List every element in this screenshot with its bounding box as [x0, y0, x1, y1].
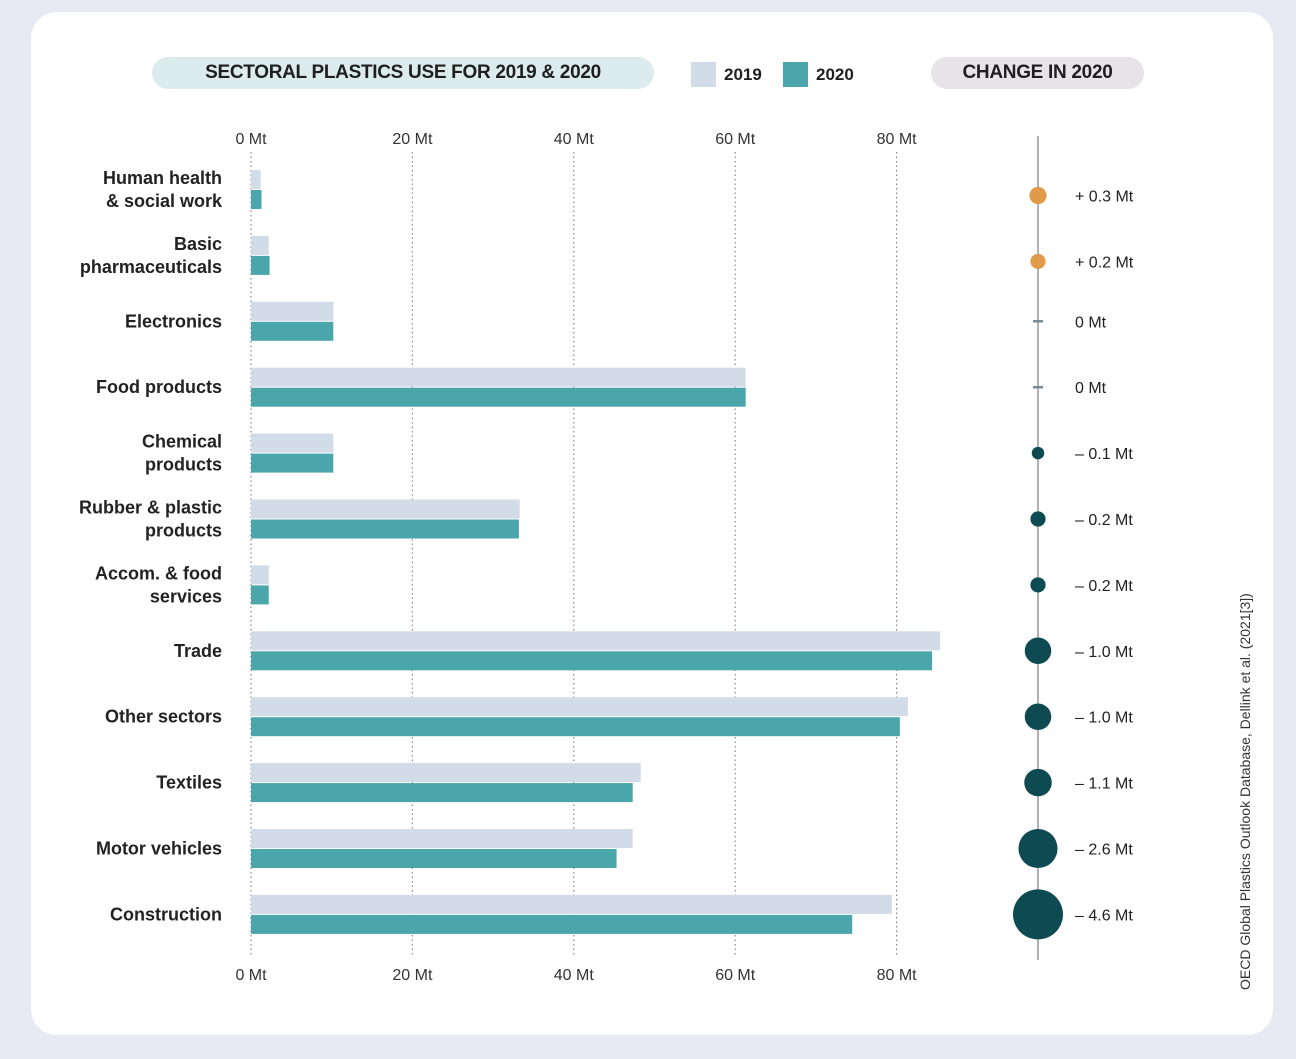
x-tick-label: 40 Mt	[554, 967, 595, 984]
change-label: – 2.6 Mt	[1075, 842, 1133, 859]
change-label: – 4.6 Mt	[1075, 907, 1133, 924]
bar-2019	[251, 631, 941, 651]
category-label: Trade	[174, 641, 222, 661]
bar-2020	[251, 453, 334, 473]
x-tick-label: 0 Mt	[235, 967, 267, 984]
bar-2019	[251, 235, 269, 255]
bar-2019	[251, 170, 261, 189]
change-title: CHANGE IN 2020	[931, 57, 1144, 89]
change-label: – 1.1 Mt	[1075, 776, 1133, 793]
legend-label-2020: 2020	[816, 64, 854, 84]
category-label: Accom. & food	[95, 563, 222, 583]
x-tick-label: 60 Mt	[715, 131, 756, 148]
bar-2020	[251, 585, 269, 605]
category-label: Human health	[103, 168, 222, 188]
change-marker-decrease	[1013, 889, 1063, 940]
bar-2019	[251, 301, 334, 321]
category-label: services	[150, 586, 222, 606]
bar-2019	[251, 565, 269, 585]
change-label: – 1.0 Mt	[1075, 644, 1133, 661]
change-label: 0 Mt	[1075, 380, 1107, 397]
bar-2020	[251, 321, 334, 341]
bar-2019	[251, 763, 641, 783]
legend-swatch-2020	[783, 62, 808, 87]
change-label: – 0.2 Mt	[1075, 578, 1133, 595]
change-label: – 1.0 Mt	[1075, 710, 1133, 727]
category-label: Rubber & plastic	[79, 498, 222, 518]
category-label: Electronics	[125, 311, 222, 331]
x-tick-label: 80 Mt	[877, 967, 918, 984]
category-label: Basic	[174, 234, 222, 254]
x-tick-label: 80 Mt	[877, 131, 918, 148]
legend-swatch-2019	[691, 62, 716, 87]
x-tick-label: 20 Mt	[392, 131, 433, 148]
bar-2019	[251, 829, 633, 848]
bar-2019	[251, 433, 334, 453]
change-label: – 0.2 Mt	[1075, 512, 1133, 529]
category-label: Food products	[96, 377, 222, 397]
change-marker-decrease	[1031, 446, 1045, 460]
change-marker-increase	[1029, 186, 1047, 205]
chart-title: SECTORAL PLASTICS USE FOR 2019 & 2020	[152, 57, 654, 89]
legend-item-2019: 2019	[691, 62, 762, 87]
bar-2019	[251, 499, 520, 519]
category-label: Motor vehicles	[96, 839, 222, 859]
category-label: Textiles	[156, 773, 222, 793]
category-label: products	[145, 455, 222, 475]
x-tick-label: 20 Mt	[392, 967, 433, 984]
change-label: 0 Mt	[1075, 314, 1107, 331]
bar-2020	[251, 519, 519, 539]
change-marker-increase	[1030, 253, 1046, 269]
bar-2020	[251, 651, 933, 671]
bar-2020	[251, 717, 900, 737]
source-note: OECD Global Plastics Outlook Database, D…	[1237, 593, 1253, 990]
change-label: + 0.2 Mt	[1075, 254, 1134, 271]
change-marker-decrease	[1030, 511, 1046, 527]
bar-2020	[251, 783, 633, 803]
change-label: – 0.1 Mt	[1075, 446, 1133, 463]
change-marker-decrease	[1024, 637, 1052, 665]
bar-2020	[251, 387, 746, 407]
x-tick-label: 0 Mt	[235, 131, 267, 148]
category-label: Other sectors	[105, 707, 222, 727]
change-marker-decrease	[1024, 768, 1052, 797]
chart-card	[31, 12, 1273, 1035]
bar-2020	[251, 190, 262, 209]
legend-label-2019: 2019	[724, 64, 762, 84]
x-tick-label: 40 Mt	[554, 131, 595, 148]
category-label: Construction	[110, 904, 222, 924]
category-label: & social work	[106, 191, 223, 211]
bar-2020	[251, 849, 617, 868]
category-label: pharmaceuticals	[80, 257, 222, 277]
change-label: + 0.3 Mt	[1075, 189, 1134, 206]
bar-2019	[251, 697, 908, 717]
x-tick-label: 60 Mt	[715, 967, 756, 984]
change-marker-decrease	[1018, 828, 1058, 869]
change-marker-decrease	[1030, 577, 1046, 593]
bar-2020	[251, 255, 270, 275]
bar-2019	[251, 367, 746, 387]
bar-2019	[251, 894, 892, 914]
legend-item-2020: 2020	[783, 62, 854, 87]
change-marker-decrease	[1024, 703, 1052, 730]
bar-2020	[251, 914, 853, 934]
category-label: Chemical	[142, 432, 222, 452]
category-label: products	[145, 521, 222, 541]
